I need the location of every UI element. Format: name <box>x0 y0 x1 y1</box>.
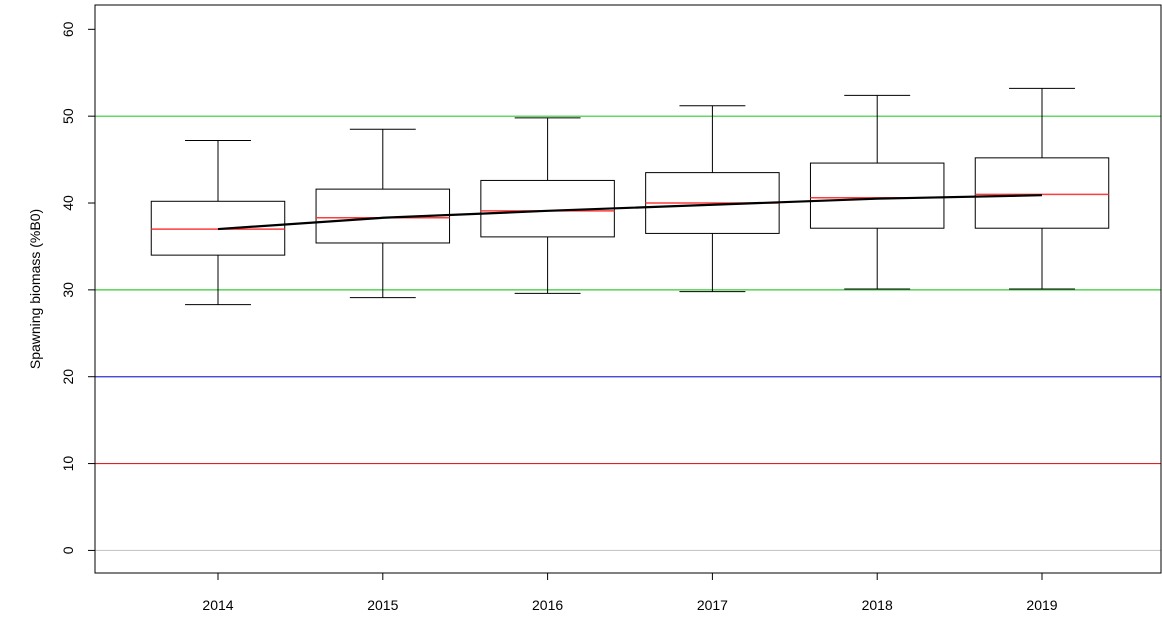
box <box>974 157 1110 229</box>
x-tick-label: 2015 <box>367 597 398 613</box>
y-axis-label: Spawning biomass (%B0) <box>27 209 43 369</box>
y-tick-label: 10 <box>60 456 76 472</box>
x-tick-label: 2014 <box>202 597 233 613</box>
x-tick-label: 2017 <box>697 597 728 613</box>
box <box>809 162 945 229</box>
x-tick-label: 2018 <box>862 597 893 613</box>
y-tick-label: 40 <box>60 195 76 211</box>
y-tick-label: 60 <box>60 21 76 37</box>
box <box>150 200 286 256</box>
mean-line <box>217 194 1043 231</box>
x-tick-label: 2019 <box>1026 597 1057 613</box>
y-tick-label: 20 <box>60 369 76 385</box>
x-tick-label: 2016 <box>532 597 563 613</box>
y-tick-label: 0 <box>60 546 76 554</box>
plot-frame <box>94 4 1162 574</box>
y-tick-label: 30 <box>60 282 76 298</box>
y-tick-label: 50 <box>60 108 76 124</box>
